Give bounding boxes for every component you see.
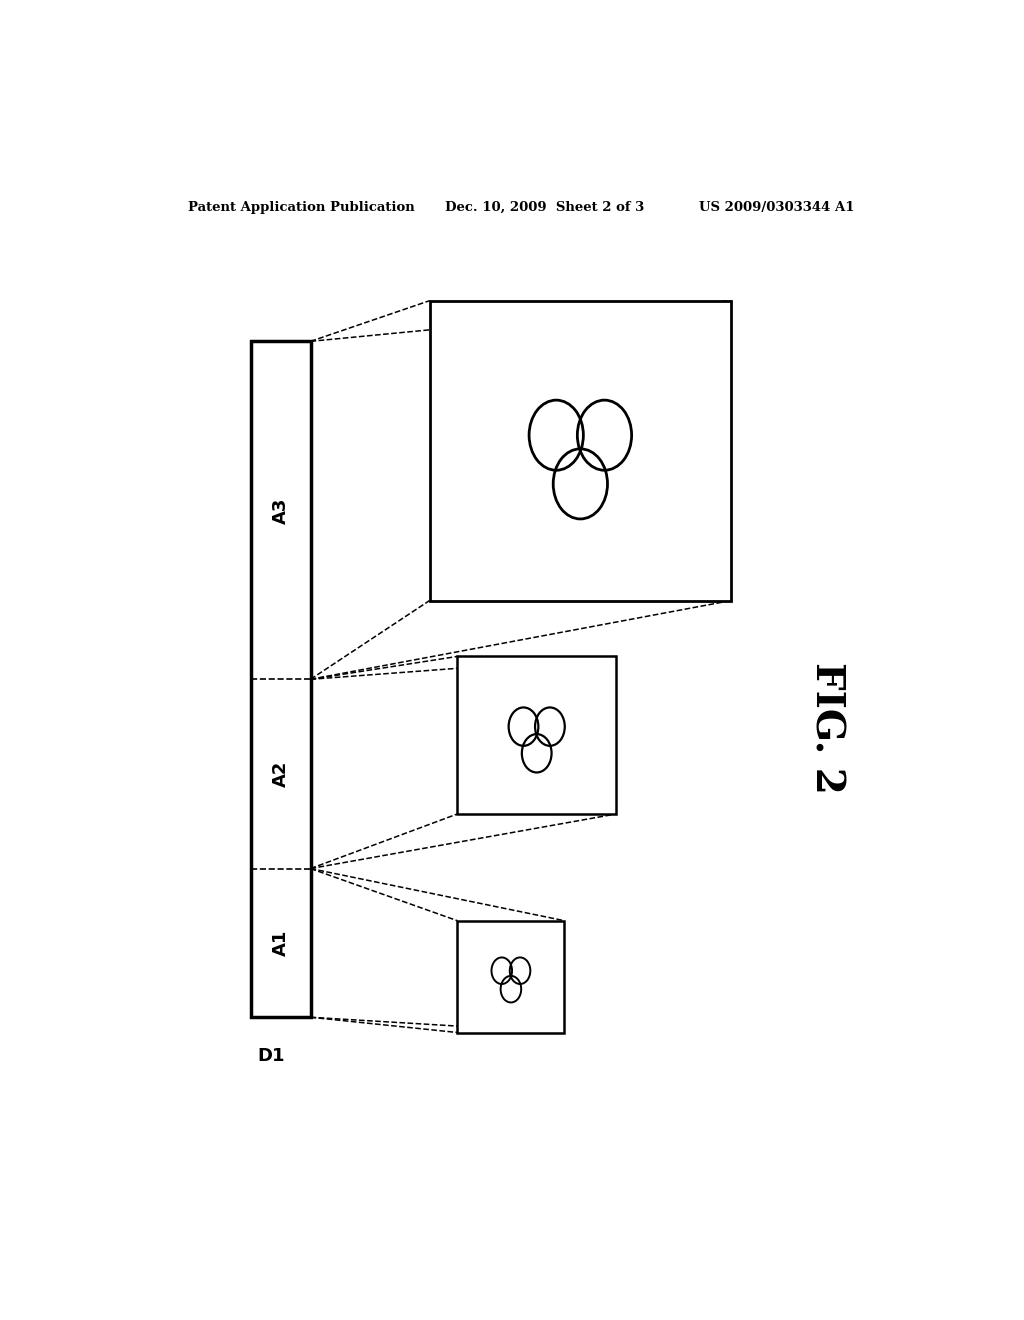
Text: Dec. 10, 2009  Sheet 2 of 3: Dec. 10, 2009 Sheet 2 of 3: [445, 201, 645, 214]
Text: A2: A2: [271, 760, 290, 787]
Text: US 2009/0303344 A1: US 2009/0303344 A1: [699, 201, 855, 214]
Bar: [251, 342, 310, 1018]
Text: Patent Application Publication: Patent Application Publication: [187, 201, 415, 214]
Bar: [458, 921, 564, 1032]
Bar: [430, 301, 731, 601]
Bar: [458, 656, 616, 814]
Text: FIG. 2: FIG. 2: [807, 661, 846, 793]
Text: A1: A1: [271, 929, 290, 956]
Text: A3: A3: [271, 498, 290, 524]
Text: D1: D1: [257, 1047, 285, 1065]
